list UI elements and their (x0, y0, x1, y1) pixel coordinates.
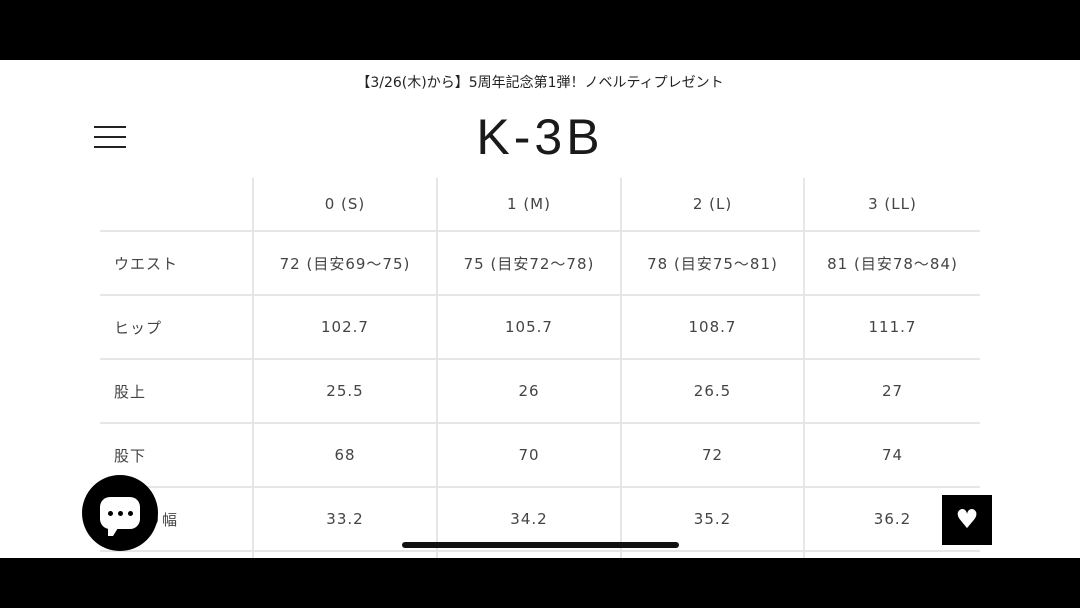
header-cell: 2 (L) (620, 178, 804, 232)
table-cell: 72 (620, 423, 804, 488)
table-cell: 108.7 (620, 295, 804, 360)
table-row: 股下 68 70 72 74 (100, 423, 980, 488)
hamburger-menu-icon[interactable] (94, 126, 126, 150)
table-cell: 72 (目安69〜75) (252, 231, 437, 296)
table-row: 股上 25.5 26 26.5 27 (100, 359, 980, 424)
table-cell: 26.5 (620, 359, 804, 424)
header-cell: 3 (LL) (803, 178, 980, 232)
table-cell: 105.7 (436, 295, 621, 360)
table-header-row: 0 (S) 1 (M) 2 (L) 3 (LL) (100, 178, 980, 232)
table-row: ウエスト 72 (目安69〜75) 75 (目安72〜78) 78 (目安75〜… (100, 231, 980, 296)
header-cell: 0 (S) (252, 178, 437, 232)
table-cell: 33.2 (252, 487, 437, 552)
table-cell: 26 (436, 359, 621, 424)
table-cell: 75 (目安72〜78) (436, 231, 621, 296)
table-row: ヒップ 102.7 105.7 108.7 111.7 (100, 295, 980, 360)
row-label: 股上 (100, 359, 253, 424)
table-row (100, 551, 980, 558)
table-cell: 35.2 (620, 487, 804, 552)
table-cell: 27 (803, 359, 980, 424)
home-indicator[interactable] (402, 542, 679, 548)
table-cell: 78 (目安75〜81) (620, 231, 804, 296)
size-table: 0 (S) 1 (M) 2 (L) 3 (LL) ウエスト 72 (目安69〜7… (100, 178, 980, 558)
table-cell: 70 (436, 423, 621, 488)
brand-logo[interactable]: K-3B (476, 109, 604, 165)
table-cell: 68 (252, 423, 437, 488)
row-label: ヒップ (100, 295, 253, 360)
page: 【3/26(木)から】5周年記念第1弾！ノベルティプレゼント K-3B 0 (S… (0, 60, 1080, 558)
table-cell: 74 (803, 423, 980, 488)
header-cell: 1 (M) (436, 178, 621, 232)
table-cell: 81 (目安78〜84) (803, 231, 980, 296)
table-cell: 102.7 (252, 295, 437, 360)
table-cell: 34.2 (436, 487, 621, 552)
table-cell: 25.5 (252, 359, 437, 424)
chat-button[interactable] (82, 475, 158, 551)
row-label: ウエスト (100, 231, 253, 296)
chat-bubble-icon (100, 497, 140, 536)
table-cell: 111.7 (803, 295, 980, 360)
announcement-bar[interactable]: 【3/26(木)から】5周年記念第1弾！ノベルティプレゼント (356, 75, 724, 91)
header-cell (100, 178, 253, 232)
favorite-heart-icon[interactable]: ♥ (942, 495, 992, 545)
